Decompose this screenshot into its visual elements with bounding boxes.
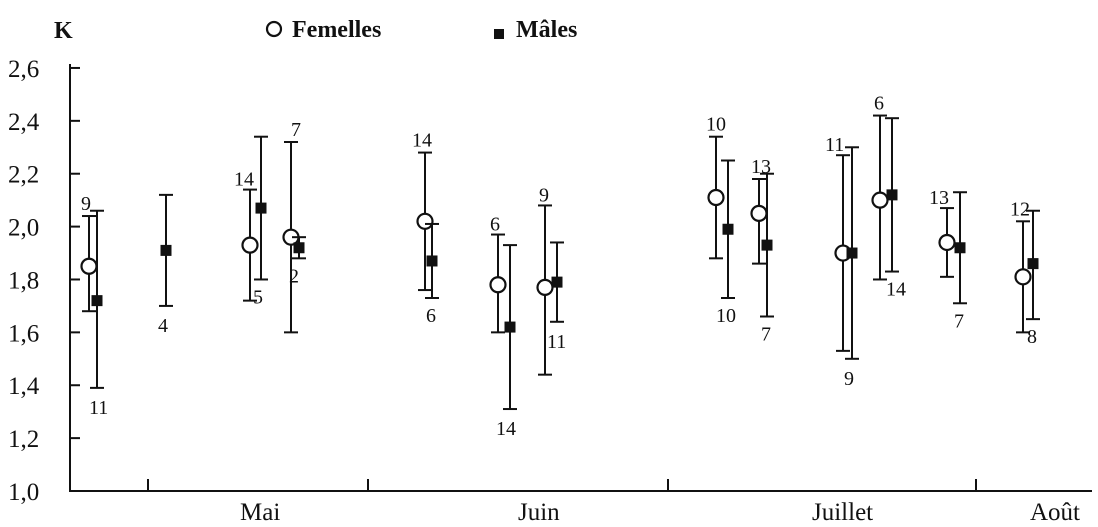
month-label-juin: Juin (518, 499, 560, 526)
male-mean-marker (504, 321, 516, 333)
month-label-mai: Mai (240, 499, 280, 526)
male-point: 9 (844, 146, 859, 390)
female-point: 6 (871, 93, 889, 281)
female-point: 14 (234, 169, 259, 302)
male-mean-marker (91, 295, 103, 307)
legend-female-marker (265, 20, 283, 38)
y-tick-label: 1,8 (8, 267, 39, 294)
male-mean-marker (426, 255, 438, 267)
male-n-label: 4 (158, 315, 168, 337)
male-n-label: 9 (844, 368, 854, 390)
male-n-label: 11 (547, 331, 566, 353)
female-point: 9 (80, 193, 98, 313)
female-mean-marker (489, 276, 507, 294)
male-mean-marker (255, 202, 267, 214)
legend-female-label: Femelles (292, 17, 381, 43)
male-point: 6 (425, 222, 439, 327)
male-mean-marker (722, 223, 734, 235)
y-tick-label: 1,2 (8, 426, 39, 453)
male-point: 14 (885, 117, 906, 301)
male-mean-marker (1027, 258, 1039, 270)
female-n-label: 9 (539, 184, 549, 206)
male-point: 4 (158, 193, 173, 337)
month-label-aout: Août (1030, 499, 1080, 526)
female-n-label: 7 (291, 119, 301, 141)
y-ticks: 1,0 1,2 1,4 1,6 1,8 2,0 2,2 2,4 2,6 (8, 56, 80, 506)
female-mean-marker (750, 204, 768, 222)
male-n-label: 5 (253, 286, 263, 308)
female-n-label: 14 (412, 130, 432, 152)
legend-male-label: Mâles (516, 17, 577, 43)
male-point: 7 (953, 191, 967, 332)
female-n-label: 10 (706, 114, 726, 136)
female-n-label: 14 (234, 169, 254, 191)
female-point: 11 (825, 134, 852, 352)
female-mean-marker (416, 212, 434, 230)
female-mean-marker (1014, 268, 1032, 286)
female-point: 10 (706, 114, 726, 260)
month-label-juillet: Juillet (812, 499, 873, 526)
x-ticks (147, 479, 977, 491)
male-point: 8 (1026, 209, 1040, 348)
male-n-label: 7 (761, 323, 771, 345)
male-mean-marker (293, 242, 305, 254)
male-mean-marker (886, 189, 898, 201)
male-point: 14 (496, 244, 517, 440)
male-mean-marker (761, 239, 773, 251)
y-tick-label: 1,6 (8, 320, 39, 347)
female-n-label: 13 (751, 156, 771, 178)
female-n-label: 6 (490, 214, 500, 236)
male-n-label: 14 (886, 279, 906, 301)
female-mean-marker (80, 257, 98, 275)
male-point: 7 (760, 172, 774, 345)
y-tick-label: 2,4 (8, 109, 40, 136)
male-n-label: 6 (426, 305, 436, 327)
male-mean-marker (846, 247, 858, 259)
data-marks: 9 14 7 14 6 9 10 13 11 6 13 12 11 4 5 2 6 14 11 10 7 9 14 7 8 (80, 93, 1040, 440)
female-point: 7 (282, 119, 301, 334)
legend-male-marker (494, 29, 504, 39)
female-mean-marker (707, 188, 725, 207)
female-n-label: 6 (874, 93, 884, 115)
y-tick-label: 1,0 (8, 479, 39, 506)
female-point: 12 (1010, 198, 1032, 334)
y-axis-label: K (54, 18, 73, 44)
female-mean-marker (241, 236, 259, 254)
male-n-label: 2 (289, 265, 299, 287)
male-point: 2 (289, 236, 306, 287)
female-point: 13 (929, 187, 956, 278)
male-point: 11 (547, 241, 566, 353)
male-point: 10 (716, 159, 736, 327)
male-point: 5 (253, 135, 268, 308)
legend: Femelles Mâles (265, 17, 577, 43)
female-n-label: 9 (81, 193, 91, 215)
female-point: 14 (412, 130, 434, 292)
female-point: 9 (536, 184, 554, 376)
male-n-label: 10 (716, 305, 736, 327)
male-mean-marker (551, 276, 563, 288)
female-n-label: 13 (929, 187, 949, 209)
female-point: 13 (750, 156, 771, 265)
y-tick-label: 2,2 (8, 162, 39, 189)
female-n-label: 11 (825, 134, 844, 156)
male-n-label: 7 (954, 310, 964, 332)
male-mean-marker (954, 242, 966, 254)
female-n-label: 12 (1010, 198, 1030, 220)
female-mean-marker (938, 233, 956, 252)
female-point: 6 (489, 214, 507, 334)
female-mean-marker (536, 278, 554, 297)
male-mean-marker (160, 244, 172, 256)
y-tick-label: 1,4 (8, 373, 40, 400)
male-point: 11 (89, 209, 108, 419)
female-mean-marker (871, 191, 889, 209)
male-n-label: 14 (496, 418, 516, 440)
y-tick-label: 2,6 (8, 56, 39, 83)
y-tick-label: 2,0 (8, 215, 39, 242)
male-n-label: 8 (1027, 326, 1037, 348)
male-n-label: 11 (89, 397, 108, 419)
